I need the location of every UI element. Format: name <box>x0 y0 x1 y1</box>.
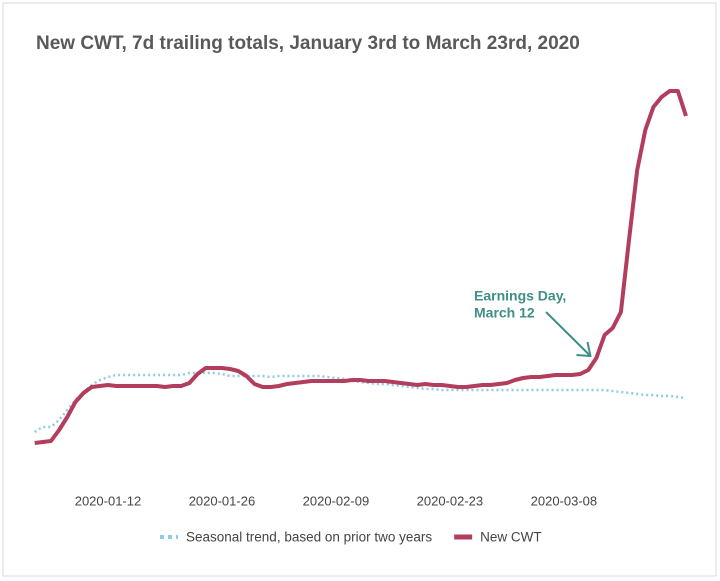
annotation-text: Earnings Day, <box>474 288 566 304</box>
x-tick-label: 2020-01-12 <box>75 493 142 508</box>
annotation-arrow <box>545 311 592 357</box>
annotation-text: March 12 <box>474 305 535 321</box>
x-tick-label: 2020-03-08 <box>531 493 598 508</box>
chart-title: New CWT, 7d trailing totals, January 3rd… <box>36 33 580 54</box>
legend-label: New CWT <box>480 530 542 545</box>
annotation-arrowhead <box>576 341 592 358</box>
series-line <box>34 371 687 434</box>
legend-label: Seasonal trend, based on prior two years <box>186 530 432 545</box>
x-tick-label: 2020-01-26 <box>189 493 256 508</box>
x-tick-label: 2020-02-23 <box>417 493 484 508</box>
series-line <box>34 89 688 445</box>
x-tick-label: 2020-02-09 <box>303 493 370 508</box>
